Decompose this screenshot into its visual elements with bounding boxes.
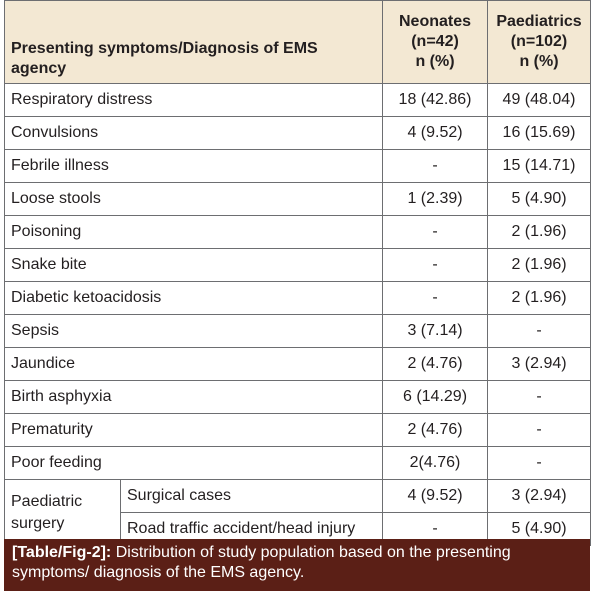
row: Respiratory distress 18 (42.86) 49 (48.04) <box>3 83 592 117</box>
value-cell: 18 (42.86) <box>382 83 489 117</box>
row: Convulsions 4 (9.52) 16 (15.69) <box>3 116 592 150</box>
value-cell: 2(4.76) <box>382 446 489 480</box>
row: Sepsis 3 (7.14) - <box>3 314 592 348</box>
caption-tag: [Table/Fig-2]: <box>12 544 112 561</box>
group-row: Paediatric surgery Surgical cases 4 (9.52) 3… <box>4 479 592 546</box>
cell-line: surgery <box>11 514 65 532</box>
value-cell: 2 (4.76) <box>382 413 489 447</box>
row: Poor feeding 2(4.76) - <box>3 446 592 480</box>
value-cell: 5 (4.90) <box>487 182 592 216</box>
value-cell: - <box>382 281 489 315</box>
cell-line: Neonates <box>399 13 472 30</box>
value-cell: - <box>382 248 489 282</box>
cell-line: Paediatrics <box>496 13 582 30</box>
value-cell: 3 (2.94) <box>487 347 592 381</box>
label-cell: Birth asphyxia <box>3 380 384 414</box>
row: Loose stools 1 (2.39) 5 (4.90) <box>3 182 592 216</box>
caption-text: Distribution of study population based o… <box>12 544 511 581</box>
value-cell: 6 (14.29) <box>382 380 489 414</box>
cell-line: Paediatric <box>11 492 83 510</box>
header-cell: Neonates (n=42) n (%) <box>382 0 489 84</box>
value-cell: 2 (4.76) <box>382 347 489 381</box>
value-cell: 3 (2.94) <box>487 479 592 513</box>
value-cell: - <box>382 149 489 183</box>
cell-line: n (%) <box>415 53 455 70</box>
label-cell: Jaundice <box>3 347 384 381</box>
value-cell: 3 (7.14) <box>382 314 489 348</box>
label-cell: Prematurity <box>3 413 384 447</box>
value-cell: - <box>487 380 592 414</box>
value-cell: 16 (15.69) <box>487 116 592 150</box>
label-cell: Respiratory distress <box>3 83 384 117</box>
row: Birth asphyxia 6 (14.29) - <box>3 380 592 414</box>
label-cell: Poisoning <box>3 215 384 249</box>
cell-line: Presenting symptoms/Diagnosis of EMS <box>11 40 318 57</box>
label-cell: Poor feeding <box>3 446 384 480</box>
value-cell: 2 (1.96) <box>487 215 592 249</box>
label-cell: Febrile illness <box>3 149 384 183</box>
group-label: Paediatric surgery <box>4 479 121 546</box>
caption: [Table/Fig-2]: Distribution of study pop… <box>4 539 590 591</box>
value-cell: 4 (9.52) <box>382 479 489 513</box>
row: Snake bite -2 (1.96) <box>3 248 592 282</box>
label-cell: Convulsions <box>3 116 384 150</box>
cell-line: (n=102) <box>510 33 568 50</box>
row: Febrile illness -15 (14.71) <box>3 149 592 183</box>
label-cell: Surgical cases <box>119 479 384 513</box>
cell-line: (n=42) <box>411 33 459 50</box>
value-cell: 2 (1.96) <box>487 248 592 282</box>
header-row: Presenting symptoms/Diagnosis of EMS agen… <box>3 0 592 84</box>
value-cell: 1 (2.39) <box>382 182 489 216</box>
row: Poisoning -2 (1.96) <box>3 215 592 249</box>
row: Jaundice 2 (4.76) 3 (2.94) <box>3 347 592 381</box>
label-cell: Sepsis <box>3 314 384 348</box>
row: Diabetic ketoacidosis -2 (1.96) <box>3 281 592 315</box>
row: Prematurity 2 (4.76) - <box>3 413 592 447</box>
header-cell: Presenting symptoms/Diagnosis of EMS agen… <box>3 0 384 84</box>
label-cell: Snake bite <box>3 248 384 282</box>
value-cell: - <box>487 413 592 447</box>
value-cell: 15 (14.71) <box>487 149 592 183</box>
table: Presenting symptoms/Diagnosis of EMS agen… <box>3 0 592 546</box>
value-cell: 2 (1.96) <box>487 281 592 315</box>
cell-line: agency <box>11 60 67 77</box>
value-cell: 49 (48.04) <box>487 83 592 117</box>
label-cell: Loose stools <box>3 182 384 216</box>
value-cell: 4 (9.52) <box>382 116 489 150</box>
value-cell: - <box>487 446 592 480</box>
value-cell: - <box>487 314 592 348</box>
cell-line: n (%) <box>519 53 559 70</box>
value-cell: - <box>382 215 489 249</box>
label-cell: Diabetic ketoacidosis <box>3 281 384 315</box>
table-wrap: Presenting symptoms/Diagnosis of EMS agen… <box>3 0 592 546</box>
header-cell: Paediatrics (n=102) n (%) <box>487 0 592 84</box>
